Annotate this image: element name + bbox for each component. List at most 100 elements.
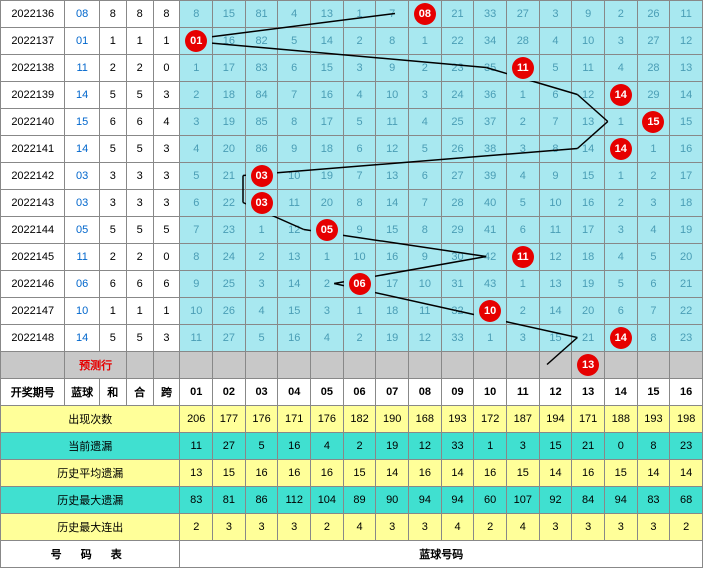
stat-label: 当前遗漏 <box>1 433 180 460</box>
stat-val: 4 <box>343 514 376 541</box>
stat-val: 4 <box>506 514 539 541</box>
kua-cell: 8 <box>153 1 180 28</box>
num-cell: 83 <box>245 55 278 82</box>
num-cell: 8 <box>180 1 213 28</box>
num-cell: 2 <box>245 244 278 271</box>
stat-val: 171 <box>572 406 605 433</box>
stat-val: 172 <box>474 406 507 433</box>
he-cell: 6 <box>99 109 126 136</box>
stat-val: 2 <box>311 514 344 541</box>
num-cell: 13 <box>278 244 311 271</box>
num-cell: 39 <box>474 163 507 190</box>
he-cell: 5 <box>99 217 126 244</box>
num-cell: 8 <box>376 28 409 55</box>
stat-val: 193 <box>637 406 670 433</box>
num-cell: 4 <box>506 163 539 190</box>
num-cell <box>539 352 572 379</box>
num-cell: 85 <box>245 109 278 136</box>
num-cell: 13 <box>670 55 703 82</box>
data-row: 20221391455321884716410324361612142914 <box>1 82 703 109</box>
stat-label: 历史最大遗漏 <box>1 487 180 514</box>
num-cell: 4 <box>637 217 670 244</box>
kua-cell: 4 <box>153 109 180 136</box>
stat-val: 90 <box>376 487 409 514</box>
stat-label: 历史平均遗漏 <box>1 460 180 487</box>
num-cell: 1 <box>409 28 442 55</box>
num-cell: 8 <box>409 217 442 244</box>
data-row: 20221451122082421311016930421112184520 <box>1 244 703 271</box>
num-cell: 10 <box>343 244 376 271</box>
hdr-period: 开奖期号 <box>1 379 65 406</box>
stat-val: 15 <box>506 460 539 487</box>
kua-cell: 6 <box>153 271 180 298</box>
stat-val: 14 <box>637 460 670 487</box>
hex-cell: 5 <box>126 136 153 163</box>
num-cell: 01 <box>180 28 213 55</box>
num-cell: 9 <box>343 217 376 244</box>
kua-cell: 1 <box>153 298 180 325</box>
num-cell <box>506 352 539 379</box>
stat-val: 8 <box>637 433 670 460</box>
predict-row: 预测行13 <box>1 352 703 379</box>
period-cell: 2022148 <box>1 325 65 352</box>
hex-cell: 8 <box>126 1 153 28</box>
hdr-num: 09 <box>441 379 474 406</box>
num-cell: 3 <box>343 55 376 82</box>
data-row: 2022138112201178361539223351151142813 <box>1 55 703 82</box>
num-cell: 82 <box>245 28 278 55</box>
num-cell <box>376 352 409 379</box>
hdr-num: 11 <box>506 379 539 406</box>
num-cell: 11 <box>670 1 703 28</box>
num-cell: 20 <box>670 244 703 271</box>
footer-row: 号 码 表蓝球号码 <box>1 541 703 568</box>
stat-val: 16 <box>278 433 311 460</box>
num-cell: 25 <box>213 271 246 298</box>
num-cell: 3 <box>180 109 213 136</box>
num-cell: 34 <box>474 28 507 55</box>
stat-val: 19 <box>376 433 409 460</box>
num-cell: 16 <box>278 325 311 352</box>
num-cell: 26 <box>213 298 246 325</box>
stat-val: 104 <box>311 487 344 514</box>
stat-val: 177 <box>213 406 246 433</box>
num-cell: 5 <box>409 136 442 163</box>
hit-ball: 14 <box>610 84 632 106</box>
num-cell: 17 <box>572 217 605 244</box>
num-cell: 6 <box>180 190 213 217</box>
num-cell: 5 <box>180 163 213 190</box>
hdr-num: 05 <box>311 379 344 406</box>
num-cell: 1 <box>343 1 376 28</box>
kua-cell: 1 <box>153 28 180 55</box>
data-row: 20221370111101168251428122342841032712 <box>1 28 703 55</box>
stat-val: 0 <box>604 433 637 460</box>
hit-ball: 15 <box>642 111 664 133</box>
period-cell: 2022138 <box>1 55 65 82</box>
num-cell: 13 <box>311 1 344 28</box>
num-cell: 84 <box>245 82 278 109</box>
num-cell: 14 <box>376 190 409 217</box>
he-cell: 2 <box>99 244 126 271</box>
num-cell: 7 <box>539 109 572 136</box>
kua-cell: 3 <box>153 163 180 190</box>
num-cell <box>441 352 474 379</box>
stat-row: 历史平均遗漏13151616161514161416151416151414 <box>1 460 703 487</box>
num-cell: 20 <box>311 190 344 217</box>
num-cell: 1 <box>343 298 376 325</box>
num-cell: 7 <box>278 82 311 109</box>
num-cell: 12 <box>376 136 409 163</box>
num-cell: 1 <box>604 109 637 136</box>
num-cell: 5 <box>278 28 311 55</box>
stat-val: 12 <box>409 433 442 460</box>
num-cell: 2 <box>604 1 637 28</box>
num-cell: 27 <box>441 163 474 190</box>
num-cell: 14 <box>311 28 344 55</box>
hit-ball: 11 <box>512 57 534 79</box>
hdr-hex: 合 <box>126 379 153 406</box>
num-cell: 22 <box>441 28 474 55</box>
blue-ball-cell: 03 <box>65 190 99 217</box>
num-cell: 1 <box>637 136 670 163</box>
num-cell: 20 <box>572 298 605 325</box>
num-cell: 29 <box>637 82 670 109</box>
num-cell: 17 <box>670 163 703 190</box>
he-cell: 3 <box>99 163 126 190</box>
